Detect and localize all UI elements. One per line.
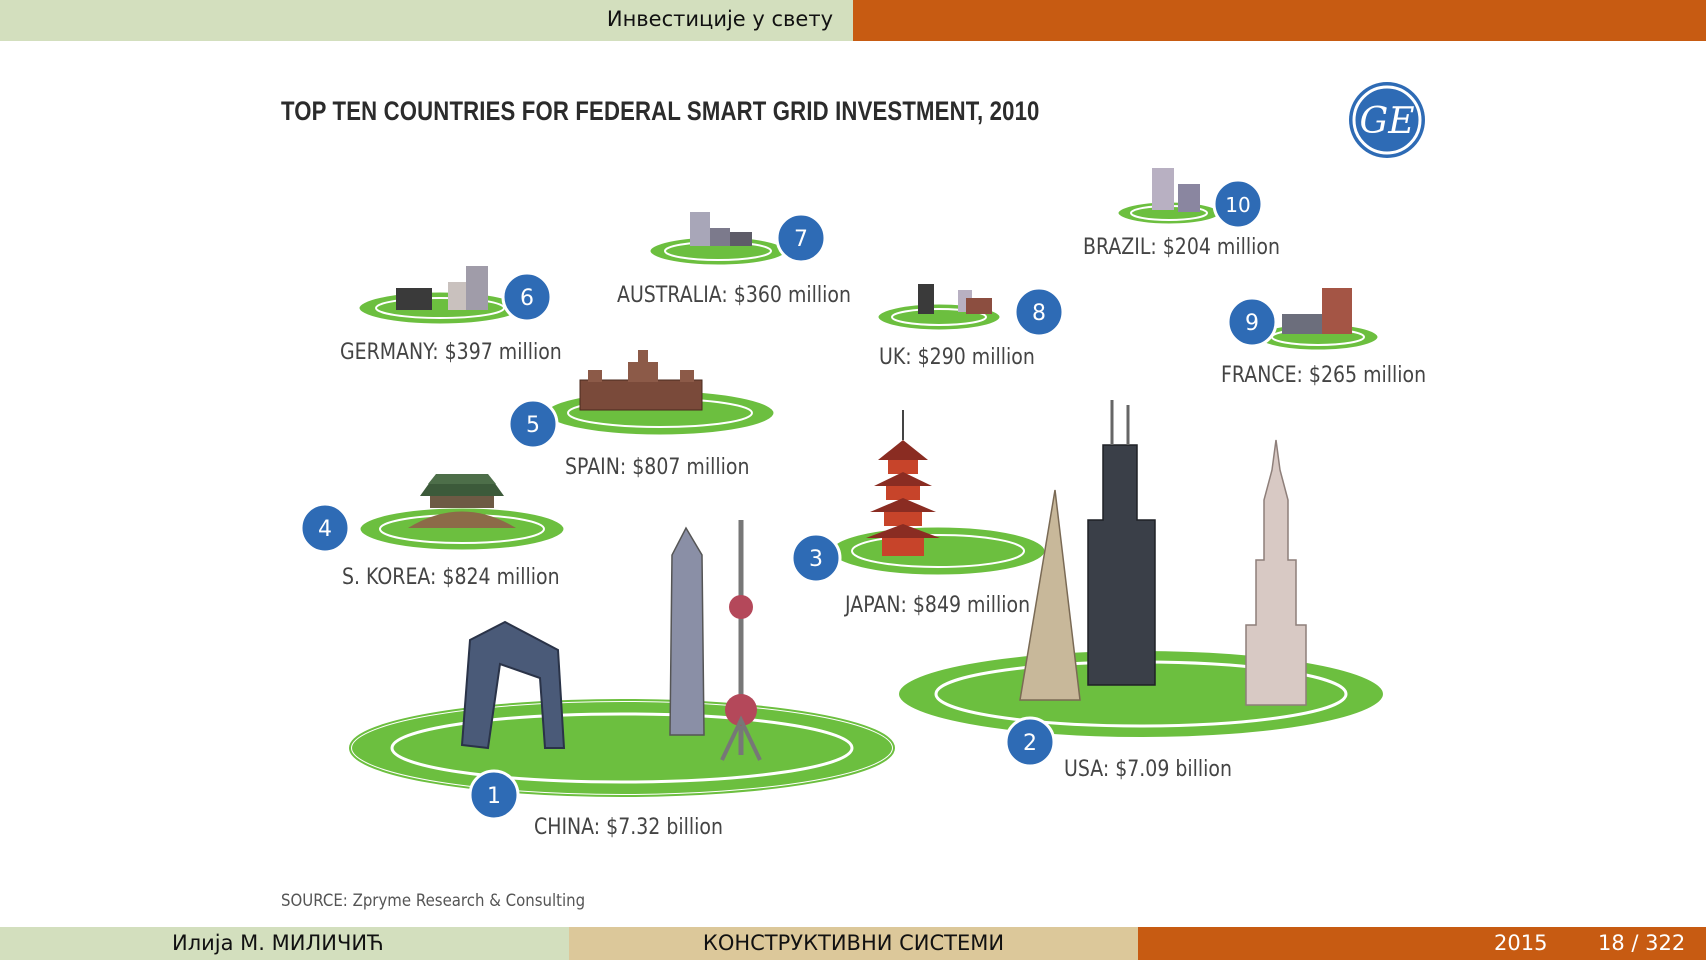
badge-3: 3 bbox=[790, 532, 842, 584]
brazil-buildings-icon bbox=[1152, 168, 1200, 212]
footer-course: КОНСТРУКТИВНИ СИСТЕМИ bbox=[702, 931, 1005, 955]
svg-text:10: 10 bbox=[1225, 193, 1250, 217]
svg-text:7: 7 bbox=[794, 227, 808, 252]
section-title: Инвестиције у свету bbox=[606, 7, 833, 31]
source-note: SOURCE: Zpryme Research & Consulting bbox=[281, 891, 586, 911]
badge-4: 4 bbox=[299, 502, 351, 554]
japan-pagoda-icon bbox=[866, 410, 940, 556]
badge-1: 1 bbox=[468, 769, 520, 821]
label-china: CHINA: $7.32 billion bbox=[534, 815, 723, 840]
header-left: Инвестиције у свету bbox=[0, 0, 853, 41]
footer-bar: Илија М. МИЛИЧИЋ КОНСТРУКТИВНИ СИСТЕМИ 2… bbox=[0, 927, 1706, 960]
label-usa: USA: $7.09 billion bbox=[1064, 757, 1232, 782]
label-france: FRANCE: $265 million bbox=[1221, 363, 1427, 388]
badge-8: 8 bbox=[1013, 286, 1065, 338]
ring-germany bbox=[356, 289, 524, 327]
usa-landmarks-icon bbox=[1019, 400, 1307, 706]
badge-2: 2 bbox=[1004, 716, 1056, 768]
label-australia: AUSTRALIA: $360 million bbox=[617, 283, 851, 308]
badge-7: 7 bbox=[775, 212, 827, 264]
footer-page-number: 18 / 322 bbox=[1598, 931, 1686, 955]
svg-text:4: 4 bbox=[318, 517, 332, 542]
footer-author-segment: Илија М. МИЛИЧИЋ bbox=[0, 927, 569, 960]
header-bar: Инвестиције у свету bbox=[0, 0, 1706, 41]
spain-palace-icon bbox=[579, 350, 703, 411]
footer-year: 2015 bbox=[1494, 931, 1548, 955]
ring-china bbox=[348, 698, 896, 798]
label-spain: SPAIN: $807 million bbox=[565, 455, 750, 480]
badge-9: 9 bbox=[1226, 296, 1278, 348]
svg-text:3: 3 bbox=[809, 547, 823, 572]
slide-title: TOP TEN COUNTRIES FOR FEDERAL SMART GRID… bbox=[281, 96, 1040, 126]
label-korea: S. KOREA: $824 million bbox=[342, 565, 560, 590]
ge-logo: GE bbox=[1349, 82, 1425, 158]
badge-6: 6 bbox=[501, 271, 553, 323]
label-germany: GERMANY: $397 million bbox=[340, 340, 562, 365]
svg-text:GE: GE bbox=[1359, 101, 1414, 142]
svg-text:5: 5 bbox=[526, 413, 540, 438]
china-landmarks-icon bbox=[460, 520, 762, 761]
label-japan: JAPAN: $849 million bbox=[845, 593, 1031, 618]
france-buildings-icon bbox=[1282, 288, 1352, 334]
svg-text:6: 6 bbox=[520, 286, 534, 311]
korea-gate-icon bbox=[408, 474, 516, 528]
svg-text:8: 8 bbox=[1032, 301, 1046, 326]
label-brazil: BRAZIL: $204 million bbox=[1083, 235, 1280, 260]
ring-japan bbox=[828, 524, 1048, 578]
label-uk: UK: $290 million bbox=[879, 345, 1035, 370]
svg-text:1: 1 bbox=[487, 784, 501, 809]
svg-text:2: 2 bbox=[1023, 731, 1037, 756]
uk-buildings-icon bbox=[918, 284, 992, 314]
badge-10: 10 bbox=[1212, 178, 1264, 230]
footer-author: Илија М. МИЛИЧИЋ bbox=[172, 931, 384, 955]
footer-course-segment: КОНСТРУКТИВНИ СИСТЕМИ bbox=[569, 927, 1138, 960]
badge-5: 5 bbox=[507, 398, 559, 450]
australia-buildings-icon bbox=[690, 212, 752, 246]
footer-meta-segment: 2015 18 / 322 bbox=[1138, 927, 1706, 960]
svg-text:9: 9 bbox=[1245, 311, 1259, 336]
germany-buildings-icon bbox=[396, 266, 488, 310]
header-right bbox=[853, 0, 1706, 41]
